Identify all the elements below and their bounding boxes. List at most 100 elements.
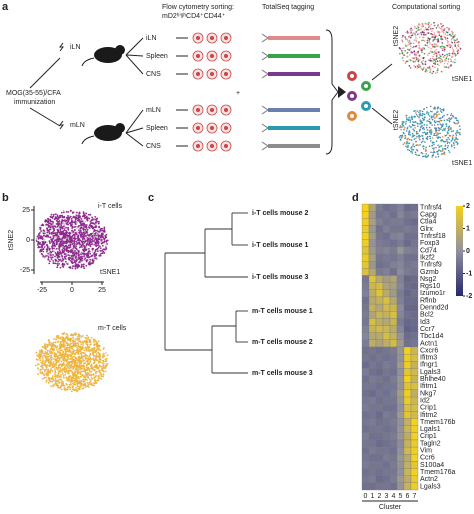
tsne-dot (440, 61, 442, 63)
cell-dot (78, 261, 81, 263)
heat-cell (368, 375, 377, 383)
heat-cell (361, 332, 370, 341)
heat-cell (368, 246, 377, 255)
cell-dot (50, 385, 53, 388)
tsne-dot (431, 137, 434, 139)
tsne-dot (428, 126, 431, 129)
cell-dot (94, 349, 97, 352)
cell-dot (68, 367, 70, 369)
cell-dot (50, 223, 53, 226)
cell-dot (69, 369, 72, 372)
heat-cell (382, 404, 391, 412)
cell-dot (48, 254, 51, 256)
tsne-dot (445, 125, 448, 128)
heat-cell (375, 339, 384, 348)
heat-cell (368, 318, 377, 326)
cell-dot (83, 367, 86, 369)
cell-dot (60, 375, 63, 378)
cell-dot (61, 368, 64, 370)
heat-cell (389, 318, 398, 326)
heat-cell (410, 275, 419, 283)
tsne-dot (437, 25, 439, 27)
tsne-dot (446, 34, 449, 37)
tsne-dot (433, 58, 435, 61)
tsne-dot (430, 60, 433, 62)
tsne-dot (436, 38, 439, 41)
heat-cell (410, 375, 419, 383)
cell-dot (77, 343, 80, 346)
tsne-dot (421, 62, 424, 65)
cell-dot (57, 224, 60, 227)
bracket (325, 29, 339, 155)
cell-dot (74, 264, 77, 267)
cell-dot (35, 351, 38, 354)
cell-dot (54, 235, 57, 238)
cell-dot (50, 341, 52, 344)
cell-dot (105, 357, 108, 360)
cell-dot (40, 252, 43, 255)
tsne-dot (441, 108, 443, 111)
arrow (125, 109, 144, 134)
tsne-dot (428, 66, 431, 68)
tsne-dot (425, 126, 428, 129)
tsne-dot (444, 141, 446, 143)
heat-cell (375, 418, 384, 426)
tsne-dot (403, 54, 405, 56)
heat-cell (375, 475, 384, 484)
cell-dot (38, 233, 40, 235)
tsne-dot (439, 57, 441, 59)
cell-dot (90, 336, 93, 339)
cell-dot (87, 366, 90, 369)
tsne-dot (422, 24, 424, 27)
cell-dot (78, 231, 81, 234)
tsne-dot (411, 46, 414, 49)
cell-dot (52, 237, 55, 239)
cell-dot (62, 333, 65, 336)
tsne-dot (409, 59, 412, 62)
gene-label: Ifitm3 (420, 355, 437, 362)
cell-dot (64, 257, 67, 260)
tsne-dot (450, 113, 453, 115)
heat-cell (396, 232, 405, 240)
heat-cell (361, 318, 370, 326)
cell-dot (62, 355, 64, 357)
tsne-dot (416, 51, 418, 54)
cell-dot (55, 346, 58, 349)
cell-dot (67, 344, 69, 347)
heat-cell (361, 261, 370, 269)
arrow (29, 57, 61, 89)
cell-dot (102, 352, 105, 355)
cell-dot (82, 357, 84, 360)
cell-dot (96, 247, 99, 250)
cell-dot (80, 218, 83, 220)
tsne-dot (433, 113, 436, 116)
cell-dot (97, 379, 100, 382)
cell-dot (65, 348, 68, 350)
cell-dot (60, 257, 62, 260)
tsne-dot (435, 43, 437, 46)
arrow (125, 54, 144, 57)
cell-dot (91, 377, 93, 380)
tsne-dot (416, 115, 419, 118)
tsne-dot (415, 31, 417, 33)
cell-dot (105, 246, 107, 249)
tsne-dot (426, 120, 428, 122)
tsne-dot (416, 122, 419, 125)
cell-dot (59, 341, 62, 344)
heat-cell (361, 418, 370, 426)
cell-dot (67, 226, 69, 229)
tsne-dot (422, 39, 424, 42)
tsne-dot (433, 143, 435, 146)
cell-dot (90, 238, 93, 241)
heat-cell (396, 396, 405, 405)
heat-cell (396, 346, 405, 355)
tsne-dot (401, 123, 404, 126)
tsne-dot (406, 118, 408, 121)
tsne-dot (404, 62, 407, 65)
cell-dot (87, 375, 89, 378)
tsne-dot (401, 40, 404, 42)
cell-core (224, 54, 228, 58)
heat-cell (375, 346, 384, 355)
heat-cell (396, 311, 405, 319)
heat-cell (382, 346, 391, 355)
